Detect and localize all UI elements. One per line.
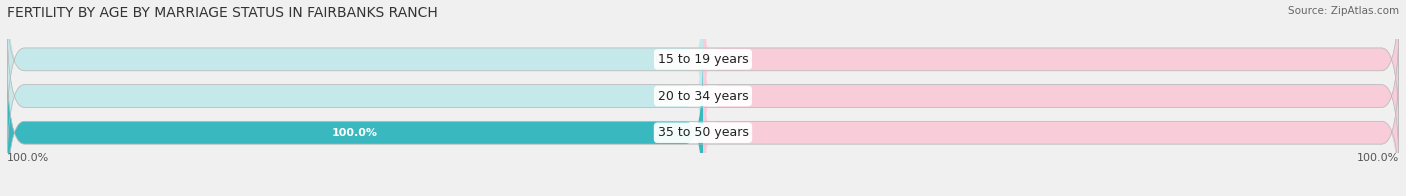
Text: 0.0%: 0.0% bbox=[654, 54, 682, 64]
Text: 0.0%: 0.0% bbox=[724, 54, 752, 64]
Text: 0.0%: 0.0% bbox=[724, 91, 752, 101]
FancyBboxPatch shape bbox=[703, 16, 1399, 176]
Text: 0.0%: 0.0% bbox=[724, 128, 752, 138]
Text: 15 to 19 years: 15 to 19 years bbox=[658, 53, 748, 66]
Text: 35 to 50 years: 35 to 50 years bbox=[658, 126, 748, 139]
Text: Source: ZipAtlas.com: Source: ZipAtlas.com bbox=[1288, 6, 1399, 16]
FancyBboxPatch shape bbox=[703, 0, 1399, 140]
FancyBboxPatch shape bbox=[7, 52, 703, 196]
FancyBboxPatch shape bbox=[703, 52, 1399, 196]
FancyBboxPatch shape bbox=[7, 0, 1399, 140]
Text: FERTILITY BY AGE BY MARRIAGE STATUS IN FAIRBANKS RANCH: FERTILITY BY AGE BY MARRIAGE STATUS IN F… bbox=[7, 6, 437, 20]
Text: 100.0%: 100.0% bbox=[1357, 153, 1399, 163]
Text: 0.0%: 0.0% bbox=[654, 91, 682, 101]
Text: 100.0%: 100.0% bbox=[332, 128, 378, 138]
FancyBboxPatch shape bbox=[7, 52, 1399, 196]
FancyBboxPatch shape bbox=[7, 0, 703, 140]
FancyBboxPatch shape bbox=[7, 52, 703, 196]
Text: 100.0%: 100.0% bbox=[7, 153, 49, 163]
FancyBboxPatch shape bbox=[7, 16, 1399, 176]
Text: 20 to 34 years: 20 to 34 years bbox=[658, 90, 748, 103]
FancyBboxPatch shape bbox=[7, 16, 703, 176]
